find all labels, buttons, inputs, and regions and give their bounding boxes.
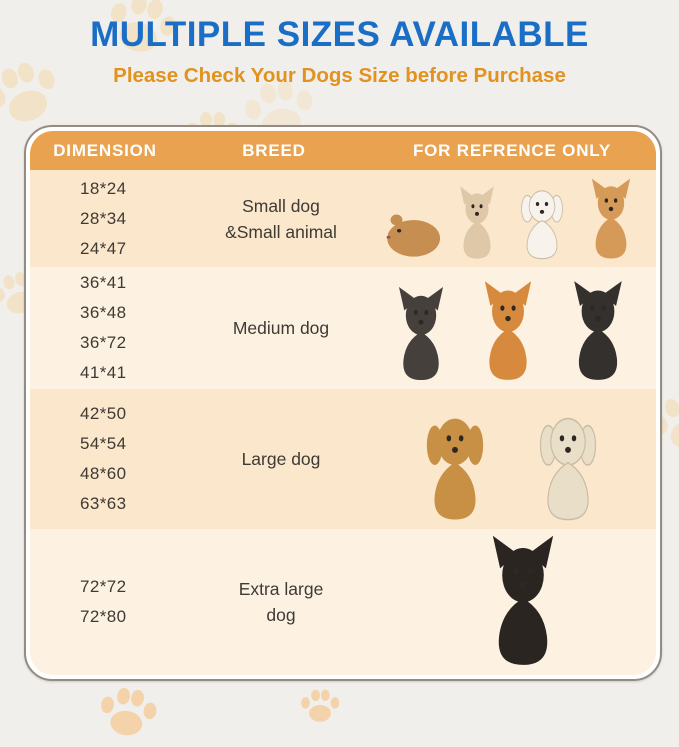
dimension-value: 63*63 bbox=[80, 494, 127, 513]
bichon-frise-image bbox=[510, 183, 574, 261]
reference-images bbox=[368, 529, 656, 675]
reference-images bbox=[368, 267, 656, 389]
table-row-extra-large-dog: 72*72 72*80 Extra large dog bbox=[30, 529, 656, 675]
breed-line: Large dog bbox=[241, 449, 321, 469]
dimension-value: 41*41 bbox=[80, 363, 127, 382]
reference-images bbox=[368, 170, 656, 267]
dimension-value: 36*72 bbox=[80, 333, 127, 352]
breed-label: Large dog bbox=[180, 389, 368, 529]
breed-label: Medium dog bbox=[180, 267, 368, 389]
breed-line: &Small animal bbox=[225, 221, 337, 242]
dimension-list: 18*24 28*34 24*47 bbox=[30, 170, 180, 267]
dimension-list: 72*72 72*80 bbox=[30, 529, 180, 675]
dimension-list: 36*41 36*48 36*72 41*41 bbox=[30, 267, 180, 389]
shiba-inu-image bbox=[468, 279, 548, 383]
table-row-small-dog: 18*24 28*34 24*47 Small dog &Small anima… bbox=[30, 170, 656, 267]
dimension-value: 24*47 bbox=[80, 238, 127, 258]
chihuahua-image bbox=[448, 185, 506, 261]
reference-images bbox=[368, 389, 656, 529]
golden-retriever-image bbox=[411, 407, 499, 523]
dimension-value: 72*80 bbox=[80, 607, 127, 626]
breed-line: Extra large bbox=[238, 579, 324, 599]
paw-print-icon bbox=[298, 683, 342, 727]
labrador-image bbox=[525, 407, 611, 523]
dimension-value: 42*50 bbox=[80, 404, 127, 423]
size-chart-table: DIMENSION BREED FOR REFRENCE ONLY 18*24 … bbox=[24, 125, 662, 681]
breed-line: Medium dog bbox=[232, 318, 330, 338]
page-subtitle: Please Check Your Dogs Size before Purch… bbox=[113, 64, 566, 87]
size-chart-inner: DIMENSION BREED FOR REFRENCE ONLY 18*24 … bbox=[30, 131, 656, 675]
table-row-large-dog: 42*50 54*54 48*60 63*63 Large dog bbox=[30, 389, 656, 529]
header-reference: FOR REFRENCE ONLY bbox=[412, 140, 612, 160]
dimension-value: 36*48 bbox=[80, 303, 127, 322]
dimension-list: 42*50 54*54 48*60 63*63 bbox=[30, 389, 180, 529]
guinea-pig-image bbox=[378, 207, 444, 261]
dimension-value: 36*41 bbox=[80, 273, 127, 292]
breed-label: Small dog &Small animal bbox=[180, 170, 368, 267]
paw-print-icon bbox=[92, 675, 164, 747]
doberman-image bbox=[471, 533, 575, 669]
dimension-value: 72*72 bbox=[80, 577, 127, 596]
table-header-row: DIMENSION BREED FOR REFRENCE ONLY bbox=[30, 131, 656, 170]
dimension-value: 28*34 bbox=[80, 208, 127, 228]
breed-line: Small dog bbox=[242, 195, 320, 216]
dimension-value: 18*24 bbox=[80, 178, 127, 198]
corgi-image bbox=[578, 177, 644, 261]
dimension-value: 48*60 bbox=[80, 464, 127, 483]
breed-line: dog bbox=[266, 605, 296, 625]
page-title: MULTIPLE SIZES AVAILABLE bbox=[90, 15, 589, 54]
dimension-value: 54*54 bbox=[80, 434, 127, 453]
table-row-medium-dog: 36*41 36*48 36*72 41*41 Medium dog bbox=[30, 267, 656, 389]
border-collie-image bbox=[557, 279, 639, 383]
french-bulldog-image bbox=[383, 285, 459, 383]
header-breed: BREED bbox=[242, 140, 306, 160]
breed-label: Extra large dog bbox=[180, 529, 368, 675]
header-dimension: DIMENSION bbox=[53, 140, 157, 160]
